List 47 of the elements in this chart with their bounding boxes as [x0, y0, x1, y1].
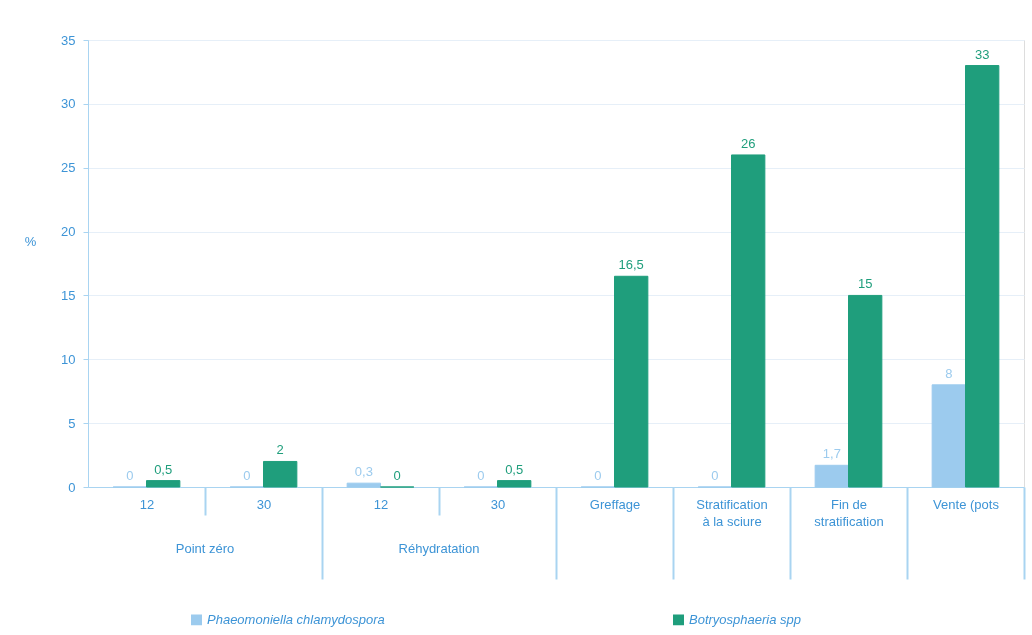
data-label: 0: [126, 468, 134, 483]
bar: [346, 482, 381, 488]
data-label: 0: [594, 468, 602, 483]
data-label: 33: [974, 46, 990, 62]
data-label: 0,5: [154, 461, 173, 477]
data-label: 0: [477, 468, 485, 483]
data-label: 0: [393, 468, 401, 483]
bar: [931, 384, 966, 488]
text: Point zéro: [175, 541, 235, 556]
data-label: 0: [243, 468, 251, 483]
data-label: 16,5: [618, 257, 644, 273]
data-label: 15: [857, 276, 873, 292]
y-tick-label: 35: [61, 32, 76, 48]
y-tick-label: 10: [61, 351, 76, 367]
x-tick-label: Vente (pots: [933, 496, 1000, 512]
legend-label: Phaeomoniella chlamydospora: [207, 611, 385, 627]
y-tick-label: 5: [68, 415, 76, 431]
legend-label: Botryosphaeria spp: [689, 611, 802, 627]
x-tick-label: 12: [373, 496, 389, 512]
x-tick-label: 30: [256, 496, 272, 512]
y-tick-label: 30: [61, 96, 76, 112]
bar: [731, 154, 766, 488]
bar: [263, 460, 298, 488]
data-label: 2: [276, 442, 284, 458]
bar: [848, 294, 883, 488]
bar: [497, 480, 532, 488]
bar: [965, 65, 1000, 488]
y-tick-label: 15: [61, 287, 76, 303]
y-tick-label: 0: [68, 479, 76, 495]
y-tick-label: 25: [61, 160, 76, 176]
text: Réhydratation: [398, 541, 480, 556]
x-tick-label: Stratification à la sciure: [696, 496, 768, 529]
x-tick-label: Greffage: [589, 496, 641, 512]
bar: [146, 480, 181, 488]
data-label: 8: [945, 365, 953, 381]
data-label: 26: [740, 135, 756, 151]
data-label: 0,3: [354, 464, 373, 480]
x-tick-label: 12: [139, 496, 155, 512]
y-tick-label: 20: [61, 224, 76, 240]
bar: [814, 464, 849, 488]
x-tick-label: Fin de stratification: [814, 496, 884, 529]
data-label: 1,7: [822, 446, 841, 462]
x-tick-label: 30: [490, 496, 506, 512]
bar: [614, 275, 649, 488]
data-label: 0: [711, 468, 719, 483]
y-axis-title: %: [24, 234, 37, 249]
data-label: 0,5: [505, 461, 524, 477]
